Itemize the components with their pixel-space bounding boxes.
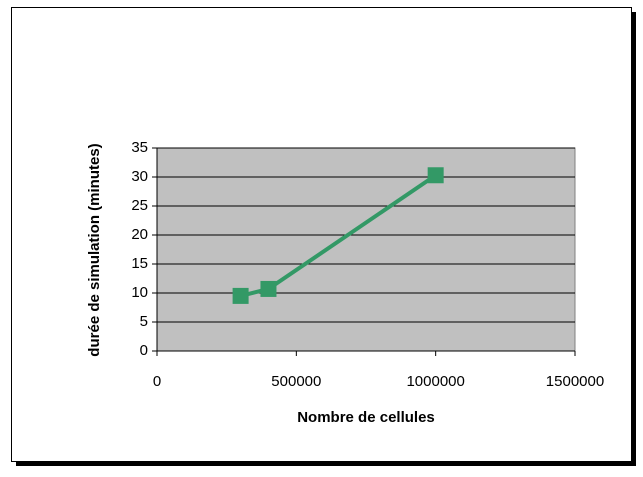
y-tick-label: 5 xyxy=(140,313,148,330)
x-axis-title: Nombre de cellules xyxy=(297,409,435,426)
marker xyxy=(232,287,249,304)
y-tick-label: 10 xyxy=(131,284,148,301)
x-tick-label: 1000000 xyxy=(406,373,464,390)
y-tick-label: 20 xyxy=(131,226,148,243)
x-tick-label: 1500000 xyxy=(546,373,604,390)
marker xyxy=(427,167,444,184)
y-axis-title: durée de simulation (minutes) xyxy=(86,143,103,356)
y-tick-label: 30 xyxy=(131,168,148,185)
y-tick-label: 0 xyxy=(140,342,148,359)
y-tick-label: 35 xyxy=(131,139,148,156)
x-tick-label: 500000 xyxy=(271,373,321,390)
plot-area xyxy=(156,147,576,352)
x-tick-label: 0 xyxy=(153,373,161,390)
y-tick-label: 15 xyxy=(131,255,148,272)
y-tick-label: 25 xyxy=(131,197,148,214)
marker xyxy=(260,280,277,297)
